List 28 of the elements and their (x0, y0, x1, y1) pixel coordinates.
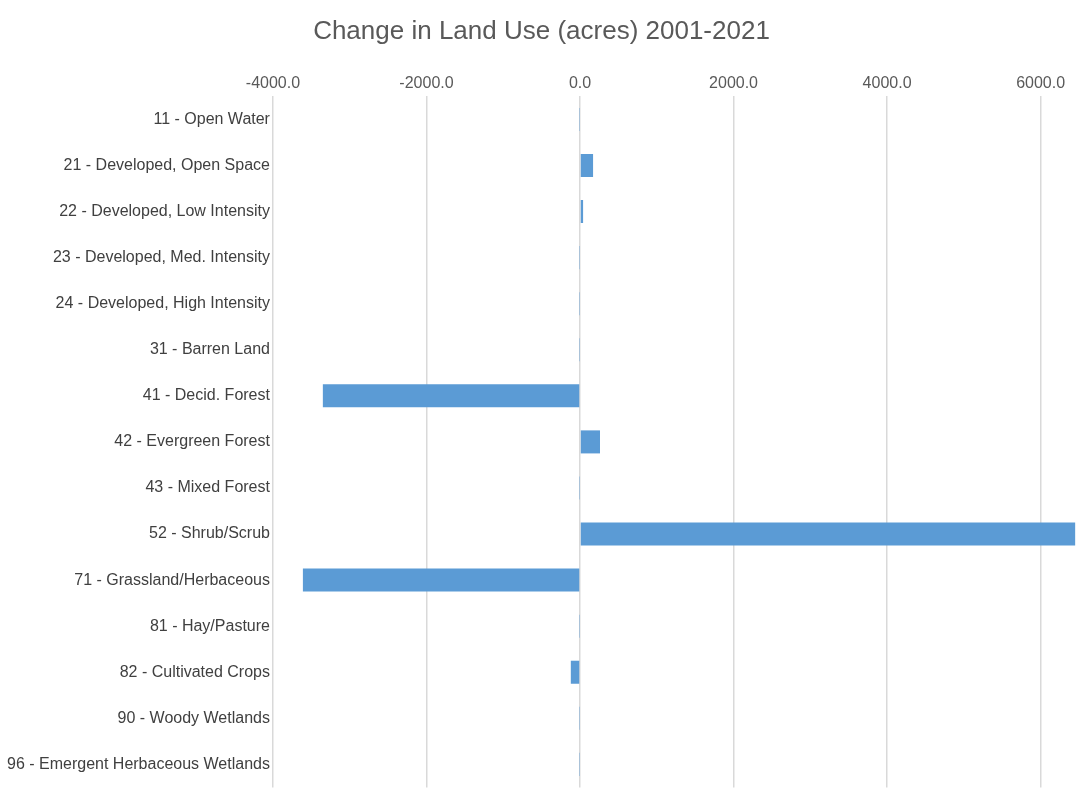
chart-title: Change in Land Use (acres) 2001-2021 (313, 14, 770, 45)
y-tick-label: 11 - Open Water (153, 109, 271, 127)
x-tick-label: -4000.0 (245, 74, 301, 92)
y-tick-label: 31 - Barren Land (149, 340, 270, 358)
bar (580, 153, 594, 178)
y-tick-label: 81 - Hay/Pasture (149, 616, 271, 634)
x-tick-label: 2000.0 (709, 74, 759, 92)
x-tick-label: 6000.0 (1016, 74, 1066, 92)
y-tick-label: 21 - Developed, Open Space (63, 155, 271, 173)
bar (580, 522, 1076, 546)
x-tick-label: 0.0 (568, 74, 592, 92)
y-tick-label: 42 - Evergreen Forest (114, 432, 271, 450)
y-tick-label: 82 - Cultivated Crops (119, 662, 270, 680)
bar (302, 568, 580, 592)
y-tick-label: 24 - Developed, High Intensity (55, 294, 270, 312)
y-tick-label: 90 - Woody Wetlands (117, 708, 270, 726)
bar (580, 430, 600, 454)
bar (322, 384, 580, 408)
x-tick-label: -2000.0 (399, 74, 454, 92)
y-tick-label: 71 - Grassland/Herbaceous (74, 570, 270, 588)
y-tick-label: 43 - Mixed Forest (145, 478, 271, 496)
y-tick-label: 22 - Developed, Low Intensity (59, 201, 270, 219)
y-tick-label: 96 - Emergent Herbaceous Wetlands (7, 754, 270, 772)
bar (570, 660, 580, 684)
x-tick-label: 4000.0 (862, 74, 912, 92)
y-tick-label: 23 - Developed, Med. Intensity (52, 248, 270, 266)
y-tick-label: 52 - Shrub/Scrub (149, 524, 271, 542)
y-tick-label: 41 - Decid. Forest (142, 386, 271, 404)
